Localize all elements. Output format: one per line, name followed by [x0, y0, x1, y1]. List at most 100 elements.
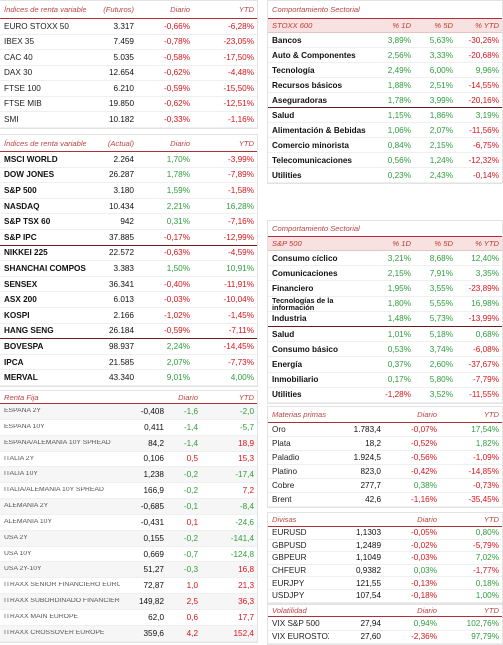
- cell-value: -0,78%: [164, 37, 190, 47]
- data-row: Utilities 0,23% 2,43% -0,14%: [268, 168, 502, 183]
- cell-value: 5,55%: [429, 299, 453, 309]
- row-label: Bancos: [272, 35, 302, 45]
- row-label: EURUSD: [272, 528, 307, 538]
- cell-value: 107,54: [355, 591, 381, 601]
- cell-value: 0,03%: [413, 566, 437, 576]
- section-title: Divisas: [272, 515, 297, 524]
- cell-value: -1,28%: [385, 390, 411, 400]
- cell-value: 7,02%: [475, 553, 499, 563]
- cell-value: 1,82%: [475, 439, 499, 448]
- data-row: HANG SENG 26.184 -0,59% -7,11%: [0, 324, 257, 340]
- cell-value: -141,4: [230, 533, 254, 543]
- cell-value: 942: [120, 217, 134, 227]
- cell-value: 1,1049: [355, 553, 381, 563]
- cell-value: -0,7: [183, 549, 198, 559]
- cell-value: -0,3: [183, 565, 198, 575]
- data-row: Paladio 1.924,5 -0,56% -1,09%: [268, 451, 502, 465]
- data-row: S&P 500 3.180 1,59% -1,58%: [0, 183, 257, 199]
- cell-value: -6,08%: [473, 344, 499, 354]
- cell-value: -0,59%: [164, 326, 190, 336]
- row-label: Salud: [272, 110, 295, 120]
- cell-value: -0,17%: [164, 232, 190, 242]
- row-label: S&P IPC: [4, 232, 37, 242]
- data-row: S&P TSX 60 942 0,31% -7,16%: [0, 214, 257, 230]
- cell-value: 1,86%: [429, 110, 453, 120]
- cell-value: 0,84%: [387, 140, 411, 150]
- section-title: Volatilidad: [272, 606, 307, 615]
- cell-value: 19.850: [108, 99, 134, 109]
- data-row: ASX 200 6.013 -0,03% -10,04%: [0, 292, 257, 308]
- cell-value: 18,9: [238, 438, 254, 448]
- table-section: Materias primas Diario YTD Oro 1.783,4 -0,07%…: [267, 406, 503, 508]
- cell-value: 51,27: [143, 565, 165, 575]
- header-row: Índices de renta variable (Actual) Diario Y…: [0, 135, 257, 152]
- cell-value: 2.166: [113, 310, 135, 320]
- cell-value: -1,09%: [473, 453, 499, 462]
- cell-value: -11,55%: [469, 390, 499, 400]
- cell-value: 0,1: [186, 517, 198, 527]
- cell-value: 62,0: [148, 612, 164, 622]
- data-row: MERVAL 43.340 9,01% 4,00%: [0, 370, 257, 386]
- cell-value: -1,45%: [228, 310, 254, 320]
- data-row: Alimentación & Bebidas 1,06% 2,07% -11,56%: [268, 123, 502, 138]
- cell-value: -124,8: [230, 549, 254, 559]
- header-row: Divisas Diario YTD: [268, 513, 502, 527]
- data-row: Platino 823,0 -0,42% -14,85%: [268, 465, 502, 479]
- row-label: FTSE MIB: [4, 99, 42, 109]
- data-row: Salud 1,01% 5,18% 0,68%: [268, 327, 502, 343]
- cell-value: -0,03%: [164, 295, 190, 305]
- cell-value: 16,8: [238, 565, 254, 575]
- data-row: Inmobiliario 0,17% 5,80% -7,79%: [268, 373, 502, 388]
- cell-value: 36,3: [238, 597, 254, 607]
- cell-value: 2,5: [186, 597, 198, 607]
- cell-value: 1,15%: [387, 110, 411, 120]
- cell-value: 3,89%: [387, 35, 411, 45]
- cell-value: 6.210: [113, 83, 135, 93]
- cell-value: -7,16%: [228, 217, 254, 227]
- cell-value: -30,26%: [468, 35, 500, 45]
- cell-value: 149,82: [138, 597, 164, 607]
- cell-value: -0,03%: [411, 553, 437, 563]
- data-row: Bancos 3,89% 5,63% -30,26%: [268, 33, 502, 48]
- row-label: Tecnología: [272, 65, 315, 75]
- cell-value: -1,16%: [411, 495, 437, 504]
- cell-value: 84,2: [148, 438, 164, 448]
- cell-value: 2,15%: [429, 140, 453, 150]
- row-label: USA 2Y-10Y: [4, 566, 42, 573]
- cell-value: 1,70%: [166, 154, 190, 164]
- row-label: Alimentación & Bebidas: [272, 125, 366, 135]
- data-row: Telecomunicaciones 0,56% 1,24% -12,32%: [268, 153, 502, 168]
- data-row: CAC 40 5.035 -0,58% -17,50%: [0, 50, 257, 66]
- cell-value: -0,2: [183, 486, 198, 496]
- cell-value: 1,06%: [387, 125, 411, 135]
- row-label: Consumo básico: [272, 344, 338, 354]
- row-label: MERVAL: [4, 373, 38, 383]
- cell-value: 16,98%: [471, 299, 499, 309]
- cell-value: -0,59%: [164, 83, 190, 93]
- data-row: BOVESPA 98.937 2,24% -14,45%: [0, 339, 257, 355]
- cell-value: 3,35%: [475, 268, 499, 278]
- cell-value: -0,1: [183, 501, 198, 511]
- column-header: (Actual): [107, 138, 134, 148]
- cell-value: 1,01%: [387, 329, 411, 339]
- cell-value: 359,6: [143, 628, 165, 638]
- cell-value: -12,51%: [223, 99, 255, 109]
- cell-value: 4,00%: [230, 373, 254, 383]
- data-row: EURO STOXX 50 3.317 -0,66% -6,28%: [0, 19, 257, 35]
- row-label: Brent: [272, 495, 292, 504]
- row-label: BOVESPA: [4, 341, 44, 351]
- cell-value: 12,40%: [471, 253, 499, 263]
- cell-value: 0,18%: [475, 578, 499, 588]
- cell-value: 166,9: [143, 486, 165, 496]
- row-label: NIKKEI 225: [4, 248, 48, 258]
- cell-value: 1,0: [186, 581, 198, 591]
- section-title: S&P 500: [272, 239, 302, 248]
- row-label: Paladio: [272, 453, 300, 462]
- cell-value: 152,4: [233, 628, 255, 638]
- cell-value: 1.783,4: [353, 425, 381, 434]
- cell-value: 0,106: [143, 454, 165, 464]
- cell-value: -0,2: [183, 533, 198, 543]
- data-row: USA 10Y 0,669 -0,7 -124,8: [0, 547, 257, 563]
